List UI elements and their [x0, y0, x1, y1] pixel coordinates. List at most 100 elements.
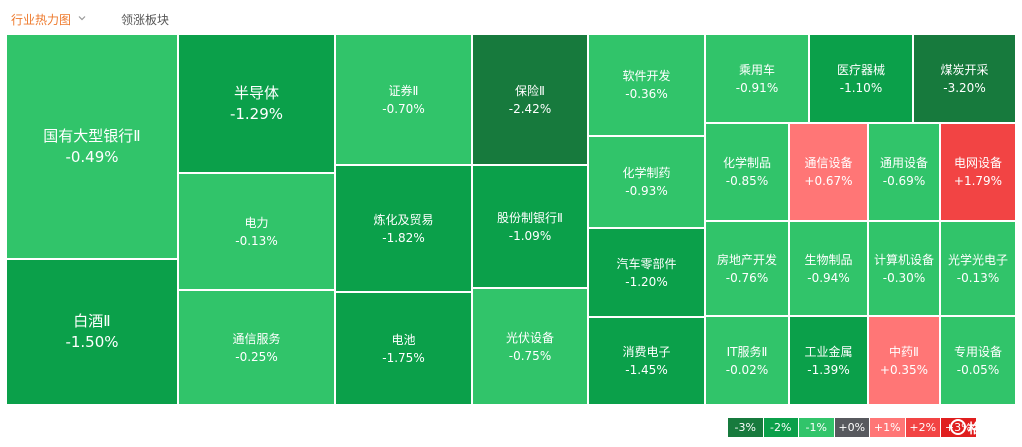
sector-name: 光学光电子 [947, 252, 1008, 267]
legend-item: +0% [834, 418, 870, 437]
sector-change: +0.67% [804, 174, 853, 188]
legend-item: +1% [870, 418, 906, 437]
sector-change: -1.50% [65, 333, 119, 351]
sector-name: 房地产开发 [716, 252, 777, 267]
heatmap-cell[interactable]: 光学光电子 -0.13% [940, 221, 1016, 316]
sector-change: -1.20% [625, 274, 668, 289]
sector-change: -1.75% [382, 350, 425, 365]
view-tabs: 行业热力图 领涨板块 [0, 0, 1022, 34]
heatmap-cell[interactable]: 电力 -0.13% [178, 173, 335, 290]
sector-change: -0.91% [735, 80, 779, 95]
sector-name: 股份制银行Ⅱ [497, 210, 563, 225]
heatmap-cell[interactable]: 软件开发 -0.36% [588, 34, 705, 136]
sector-name: 国有大型银行Ⅱ [43, 126, 141, 145]
sector-name: 保险Ⅱ [515, 83, 545, 98]
sector-change: -0.05% [956, 362, 1000, 377]
heatmap-cell[interactable]: 医疗器械 -1.10% [809, 34, 913, 123]
legend-item: -2% [763, 418, 799, 437]
sector-change: -0.30% [882, 270, 926, 285]
heatmap-cell[interactable]: 乘用车 -0.91% [705, 34, 809, 123]
sector-change: -0.36% [625, 87, 668, 101]
sector-name: 乘用车 [738, 62, 775, 77]
heatmap-cell[interactable]: 消费电子 -1.45% [588, 317, 705, 405]
sector-name: 炼化及贸易 [373, 212, 434, 227]
sector-change: -3.20% [943, 80, 986, 95]
heatmap-cell[interactable]: 房地产开发 -0.76% [705, 221, 789, 316]
heatmap-cell[interactable]: 证券Ⅱ -0.70% [335, 34, 472, 165]
heatmap-cell[interactable]: 汽车零部件 -1.20% [588, 228, 705, 317]
heatmap-cell[interactable]: 股份制银行Ⅱ -1.09% [472, 165, 588, 288]
heatmap-cell[interactable]: 通用设备 -0.69% [868, 123, 940, 221]
sector-name: 证券Ⅱ [388, 83, 419, 98]
watermark-logo: 格隆汇 [950, 416, 1007, 438]
heatmap-cell[interactable]: 煤炭开采 -3.20% [913, 34, 1016, 123]
sector-name: 生物制品 [804, 252, 853, 267]
tab-industry-heatmap[interactable]: 行业热力图 [11, 11, 86, 28]
sector-name: 化学制药 [622, 166, 671, 180]
tab-leading-sectors-label: 领涨板块 [121, 13, 170, 27]
heatmap-cell[interactable]: IT服务Ⅱ -0.02% [705, 316, 789, 405]
heatmap-cell[interactable]: 通信服务 -0.25% [178, 290, 335, 405]
sector-name: 白酒Ⅱ [73, 312, 111, 330]
tab-leading-sectors[interactable]: 领涨板块 [121, 11, 169, 28]
sector-change: -0.69% [882, 174, 926, 188]
heatmap-cell[interactable]: 光伏设备 -0.75% [472, 288, 588, 405]
heatmap-cell[interactable]: 中药Ⅱ +0.35% [868, 316, 940, 405]
legend-item: -3% [728, 418, 764, 437]
heatmap-cell[interactable]: 通信设备 +0.67% [789, 123, 868, 221]
heatmap-cell[interactable]: 化学制品 -0.85% [705, 123, 789, 221]
sector-name: 软件开发 [622, 69, 671, 83]
sector-name: 医疗器械 [836, 62, 885, 77]
sector-name: 煤炭开采 [940, 62, 989, 77]
sector-name: IT服务Ⅱ [726, 344, 768, 359]
heatmap-cell[interactable]: 白酒Ⅱ -1.50% [6, 259, 178, 405]
sector-name: 电池 [391, 332, 416, 347]
sector-change: -0.25% [235, 349, 278, 364]
sector-name: 计算机设备 [873, 252, 934, 267]
heatmap-cell[interactable]: 半导体 -1.29% [178, 34, 335, 173]
heatmap-cell[interactable]: 化学制药 -0.93% [588, 136, 705, 228]
chevron-down-icon [78, 16, 86, 21]
heatmap-cell[interactable]: 炼化及贸易 -1.82% [335, 165, 472, 292]
heatmap-cell[interactable]: 计算机设备 -0.30% [868, 221, 940, 316]
sector-name: 光伏设备 [505, 330, 554, 345]
heatmap-cell[interactable]: 电网设备 +1.79% [940, 123, 1016, 221]
heatmap-cell[interactable]: 电池 -1.75% [335, 292, 472, 405]
sector-change: -0.85% [725, 174, 769, 188]
sector-name: 电力 [244, 215, 269, 230]
sector-name: 化学制品 [722, 156, 771, 170]
heatmap-cell[interactable]: 专用设备 -0.05% [940, 316, 1016, 405]
sector-name: 通信设备 [804, 156, 853, 170]
tab-industry-heatmap-label: 行业热力图 [11, 13, 72, 27]
sector-change: -0.75% [508, 348, 552, 363]
sector-change: -1.09% [508, 228, 552, 243]
sector-name: 通信服务 [232, 331, 281, 346]
sector-change: -0.70% [382, 101, 425, 116]
sector-name: 消费电子 [622, 345, 671, 359]
legend-item: -1% [799, 418, 835, 437]
color-legend: -3% -2% -1% +0% +1% +2% +3% [728, 418, 977, 437]
watermark-text: 格隆汇 [968, 421, 1008, 437]
industry-heatmap: 国有大型银行Ⅱ -0.49% 白酒Ⅱ -1.50% 半导体 -1.29% 电力 -0.1… [6, 34, 1016, 405]
sector-change: -0.13% [235, 233, 278, 248]
sector-change: -0.94% [807, 270, 850, 285]
sector-name: 电网设备 [953, 156, 1002, 170]
sector-change: -1.10% [839, 80, 883, 95]
sector-change: -1.29% [229, 104, 284, 123]
heatmap-cell[interactable]: 工业金属 -1.39% [789, 316, 868, 405]
sector-change: +1.79% [953, 174, 1003, 188]
legend-item: +2% [905, 418, 941, 437]
heatmap-cell[interactable]: 生物制品 -0.94% [789, 221, 868, 316]
sector-change: -1.45% [625, 363, 668, 377]
sector-change: -0.76% [725, 270, 769, 285]
sector-name: 汽车零部件 [616, 256, 677, 271]
logo-icon [950, 419, 966, 435]
sector-name: 通用设备 [879, 156, 928, 170]
sector-name: 半导体 [233, 83, 279, 102]
heatmap-cell[interactable]: 国有大型银行Ⅱ -0.49% [6, 34, 178, 259]
sector-change: -0.02% [725, 362, 769, 377]
sector-change: -1.39% [807, 362, 850, 377]
sector-change: -0.93% [625, 184, 668, 198]
heatmap-cell[interactable]: 保险Ⅱ -2.42% [472, 34, 588, 165]
sector-change: -1.82% [382, 230, 425, 245]
